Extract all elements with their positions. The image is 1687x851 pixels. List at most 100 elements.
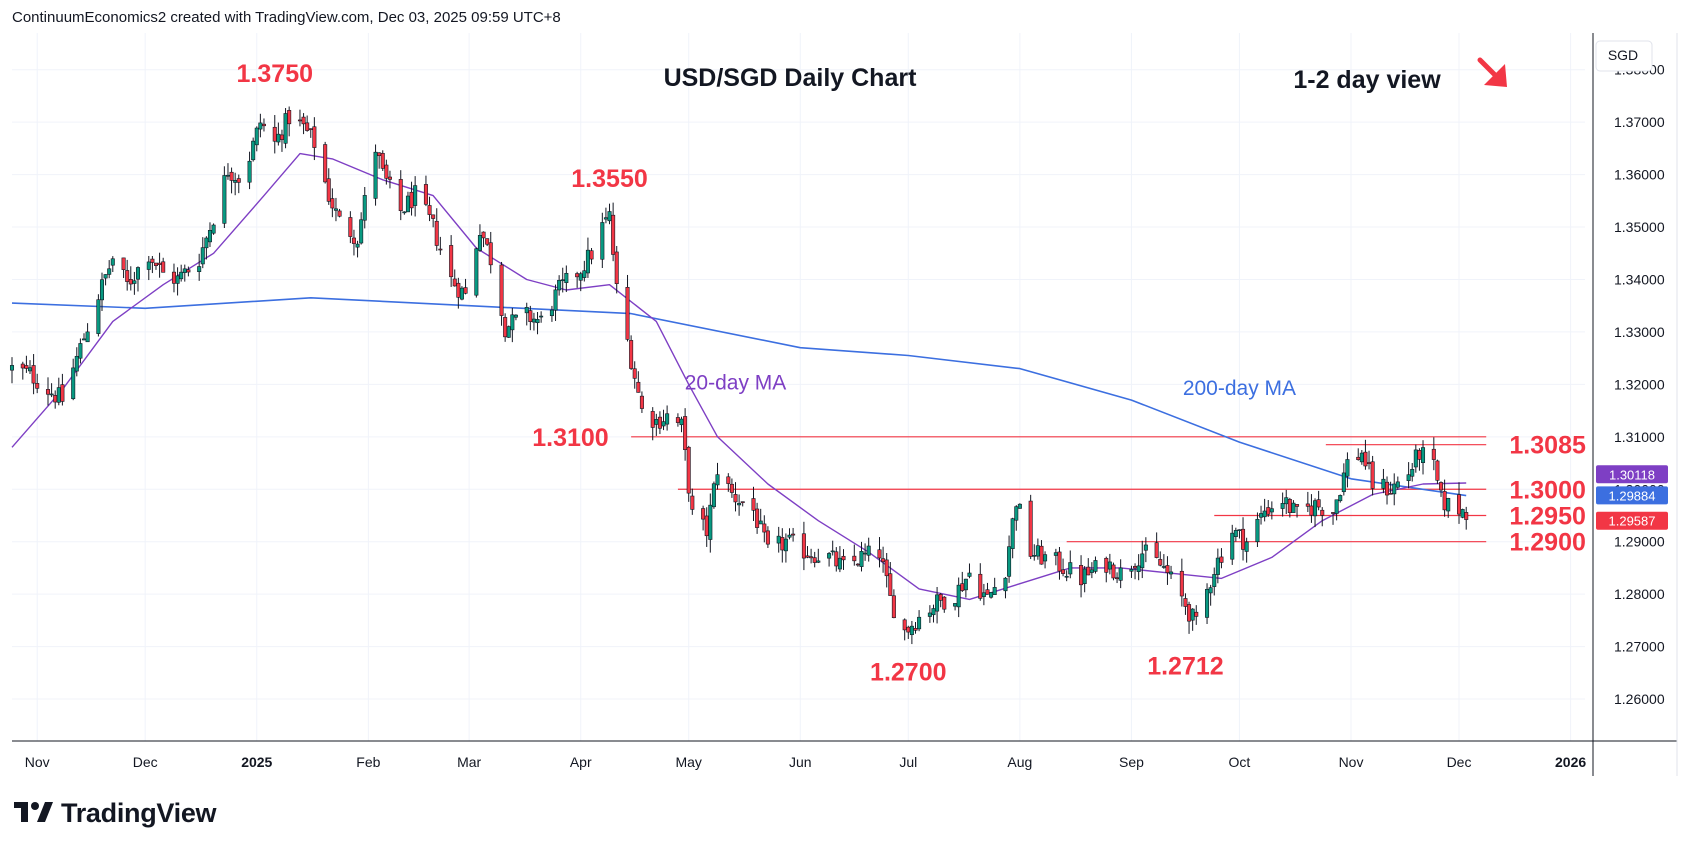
candle-body	[85, 331, 90, 343]
candle	[816, 548, 821, 564]
candle-body	[1086, 566, 1091, 576]
candle	[351, 229, 356, 256]
candle	[1086, 558, 1091, 576]
candle-body	[524, 307, 529, 314]
candle-body	[765, 530, 770, 545]
candle-body	[661, 421, 666, 427]
candle	[330, 188, 335, 218]
candle	[1010, 517, 1015, 559]
candle	[474, 247, 479, 298]
candle	[1068, 550, 1073, 579]
candle-body	[459, 287, 464, 300]
x-tick-label: Nov	[1339, 754, 1364, 770]
candle	[1457, 482, 1462, 524]
candle-body	[1345, 459, 1350, 477]
candle-body	[1269, 508, 1274, 513]
candle-body	[1421, 447, 1426, 463]
candle	[992, 577, 997, 595]
candle	[812, 551, 817, 568]
candle	[1115, 572, 1120, 584]
candle-body	[1367, 462, 1372, 464]
candle	[942, 596, 947, 613]
candle	[337, 208, 342, 218]
candle	[287, 106, 292, 137]
candle-body	[715, 474, 720, 486]
x-tick-label: Mar	[457, 754, 481, 770]
candle-body	[326, 178, 331, 202]
candle	[726, 473, 731, 492]
candle	[1421, 440, 1426, 475]
candle	[762, 515, 767, 543]
candle	[1460, 508, 1465, 519]
candle-body	[452, 278, 457, 287]
candle	[751, 486, 756, 522]
candle-body	[1460, 509, 1465, 518]
candle-body	[398, 179, 403, 212]
candle	[866, 537, 871, 562]
currency-box	[1595, 40, 1653, 72]
candle	[1464, 506, 1469, 530]
candle-body	[935, 594, 940, 612]
candle	[35, 373, 40, 394]
candle	[902, 618, 907, 641]
candle-body	[247, 160, 252, 183]
candle	[1320, 507, 1325, 527]
x-tick-label: Apr	[570, 754, 592, 770]
candle-body	[53, 395, 58, 403]
candle-body	[884, 559, 889, 577]
candle	[1305, 491, 1310, 513]
candle-body	[31, 365, 36, 384]
candle	[175, 267, 180, 296]
candle-body	[783, 538, 788, 552]
candle-body	[387, 176, 392, 180]
candle-body	[791, 533, 796, 536]
candle	[963, 578, 968, 598]
candle-body	[917, 616, 922, 630]
tradingview-logo[interactable]: TradingView	[14, 797, 217, 829]
candle	[1136, 554, 1141, 581]
candle-body	[989, 592, 994, 598]
y-tick-label: 1.29000	[1614, 534, 1665, 550]
candle	[1187, 601, 1192, 634]
candle-body	[762, 523, 767, 533]
candle-body	[1291, 502, 1296, 513]
y-tick-label: 1.33000	[1614, 324, 1665, 340]
candle	[881, 546, 886, 573]
candle-body	[384, 164, 389, 179]
candle-body	[909, 625, 914, 636]
candle-body	[506, 326, 511, 338]
level-annotation: 1.3000	[1509, 476, 1585, 504]
candle-body	[1359, 452, 1364, 463]
candle	[927, 605, 932, 623]
candlestick-series	[9, 106, 1469, 645]
candle	[71, 358, 76, 401]
candle-body	[1287, 499, 1292, 513]
candle-body	[1395, 481, 1400, 488]
candle	[837, 546, 842, 573]
candle	[956, 577, 961, 618]
candle-body	[110, 258, 115, 266]
candle-body	[56, 387, 61, 403]
candle-body	[1233, 530, 1238, 537]
x-tick-label: Dec	[133, 754, 158, 770]
candle	[438, 236, 443, 255]
candle-body	[632, 368, 637, 379]
candle-body	[830, 550, 835, 553]
candle	[1446, 497, 1451, 518]
candle-body	[301, 116, 306, 125]
y-tick-label: 1.31000	[1614, 429, 1665, 445]
candle	[981, 583, 986, 606]
candle-body	[182, 268, 187, 273]
candle	[931, 604, 936, 623]
level-annotation: 1.3100	[532, 424, 608, 452]
candle	[456, 277, 461, 309]
candle-body	[132, 280, 137, 284]
y-tick-label: 1.36000	[1614, 167, 1665, 183]
candle-body	[1413, 449, 1418, 468]
price-tag: 1.30118	[1596, 465, 1668, 484]
candle	[1435, 459, 1440, 484]
candle-body	[74, 355, 79, 372]
candle	[1367, 450, 1372, 470]
candle	[1053, 548, 1058, 566]
